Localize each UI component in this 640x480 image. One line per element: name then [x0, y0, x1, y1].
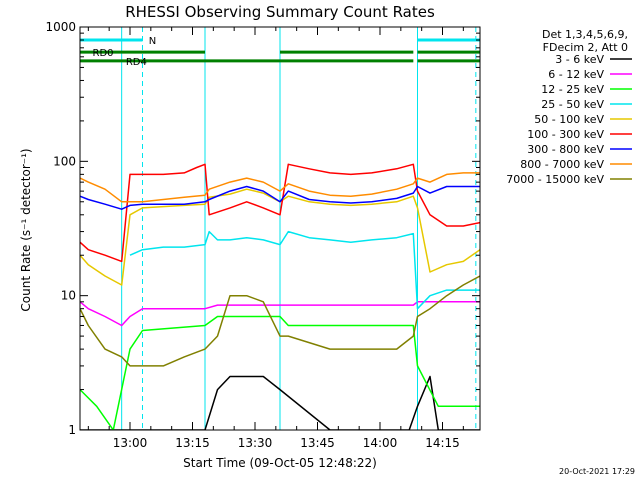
- legend-header-0: Det 1,3,4,5,6,9,: [542, 28, 628, 41]
- series-line-4: [80, 188, 480, 286]
- x-tick-label-0: 13:00: [113, 436, 148, 450]
- y-tick-label-0: 1: [68, 423, 76, 437]
- y-axis-label: Count Rate (s⁻¹ detector⁻¹): [19, 148, 33, 311]
- legend-label-3: 25 - 50 keV: [541, 98, 604, 111]
- x-tick-label-4: 14:00: [363, 436, 398, 450]
- plot-area: N RD0 RD4: [80, 27, 480, 430]
- chart-title: RHESSI Observing Summary Count Rates: [125, 3, 435, 21]
- series-line-8: [80, 275, 480, 367]
- y-tick-label-1: 10: [61, 289, 76, 303]
- legend: Det 1,3,4,5,6,9,FDecim 2, Att 03 - 6 keV…: [506, 28, 632, 186]
- legend-label-7: 800 - 7000 keV: [520, 158, 604, 171]
- plot-frame: [79, 26, 481, 431]
- series-line-5: [80, 163, 480, 263]
- series-line-7: [80, 172, 480, 203]
- x-tick-label-2: 13:30: [238, 436, 273, 450]
- legend-label-5: 100 - 300 keV: [527, 128, 604, 141]
- x-tick-label-5: 14:15: [425, 436, 460, 450]
- annotation-n: N: [149, 36, 156, 47]
- legend-label-2: 12 - 25 keV: [541, 83, 604, 96]
- legend-label-4: 50 - 100 keV: [534, 113, 604, 126]
- legend-label-8: 7000 - 15000 keV: [506, 173, 604, 186]
- timestamp: 20-Oct-2021 17:29: [559, 467, 635, 476]
- y-tick-label-3: 1000: [45, 20, 76, 34]
- legend-label-0: 3 - 6 keV: [555, 53, 604, 66]
- series-line-6: [80, 185, 480, 210]
- legend-header-1: FDecim 2, Att 0: [543, 41, 628, 54]
- annotation-rd4: RD4: [126, 57, 147, 68]
- axes: 1 10 100 1000 13:00 13:15 13:30 13:45 14:00 14:15: [45, 20, 481, 450]
- legend-label-6: 300 - 800 keV: [527, 143, 604, 156]
- series-line-2: [80, 315, 480, 430]
- x-tick-label-1: 13:15: [175, 436, 210, 450]
- y-tick-label-2: 100: [53, 154, 76, 168]
- series-line-0: [80, 375, 480, 430]
- annotation-rd0: RD0: [93, 48, 114, 59]
- legend-label-1: 6 - 12 keV: [548, 68, 604, 81]
- x-tick-label-3: 13:45: [300, 436, 335, 450]
- x-axis-label: Start Time (09-Oct-05 12:48:22): [183, 456, 377, 470]
- series-line-3: [129, 230, 480, 310]
